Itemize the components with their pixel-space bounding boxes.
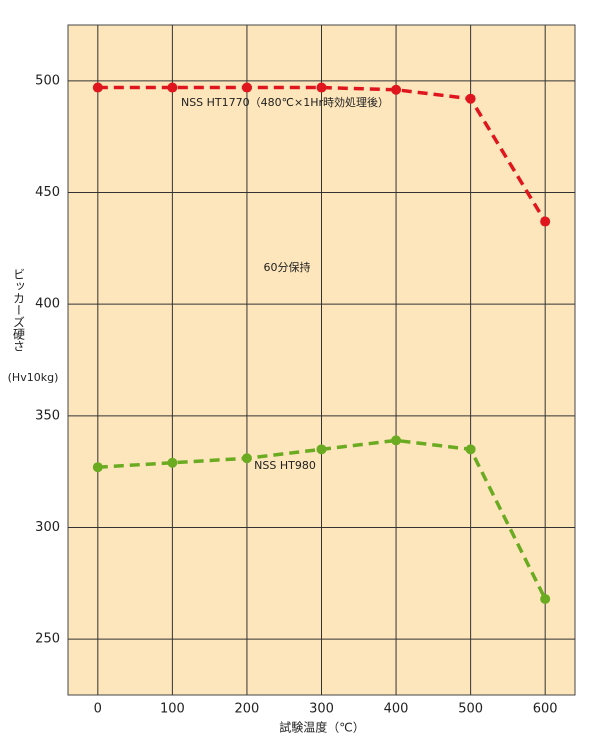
data-point (167, 82, 178, 93)
data-point (92, 462, 103, 473)
x-tick-label: 300 (309, 702, 334, 717)
data-point (465, 444, 476, 455)
x-tick-label: 100 (160, 702, 185, 717)
y-tick-label: 350 (35, 408, 60, 423)
series-label: NSS HT980 (254, 459, 316, 472)
data-point (241, 453, 252, 464)
data-point (316, 444, 327, 455)
x-tick-label: 500 (458, 702, 483, 717)
y-tick-label: 500 (35, 73, 60, 88)
data-point (92, 82, 103, 93)
y-axis-label: ビッカーズ硬さ (12, 268, 26, 352)
y-axis-unit: (Hv10kg) (8, 371, 59, 384)
data-point (540, 593, 551, 604)
data-point (391, 84, 402, 95)
x-tick-label: 600 (533, 702, 558, 717)
x-tick-label: 200 (235, 702, 260, 717)
annotation: 60分保持 (264, 260, 311, 274)
data-point (540, 216, 551, 227)
x-tick-label: 0 (94, 702, 102, 717)
data-point (391, 435, 402, 446)
series-label: NSS HT1770（480℃×1Hr時効処理後） (181, 95, 389, 109)
y-tick-label: 400 (35, 297, 60, 312)
x-tick-label: 400 (384, 702, 409, 717)
y-tick-label: 250 (35, 632, 60, 647)
y-tick-label: 300 (35, 520, 60, 535)
data-point (316, 82, 327, 93)
data-point (241, 82, 252, 93)
data-point (465, 93, 476, 104)
data-point (167, 457, 178, 468)
x-axis-label: 試験温度（℃） (279, 720, 364, 735)
y-tick-label: 450 (35, 185, 60, 200)
